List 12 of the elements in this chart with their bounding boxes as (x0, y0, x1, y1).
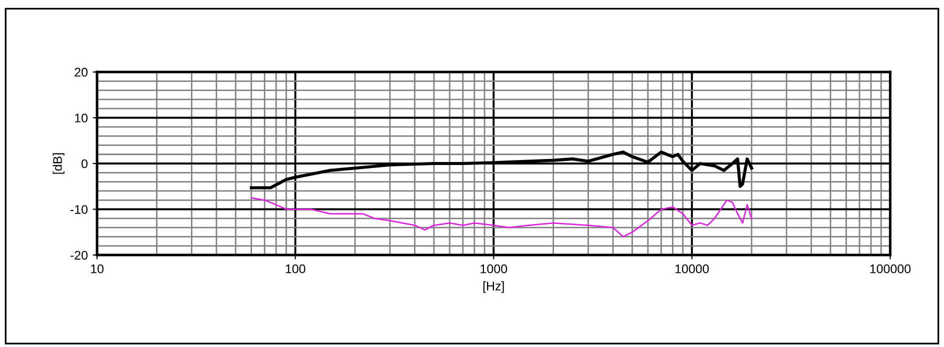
x-tick-label: 100000 (870, 264, 911, 274)
y-tick-label: -20 (70, 250, 88, 260)
x-tick-label: 10000 (675, 264, 709, 274)
x-tick-label: 10 (91, 264, 104, 274)
x-tick-label: 100 (286, 264, 306, 274)
y-axis-title: [dB] (52, 153, 64, 174)
y-tick-label: -10 (70, 205, 88, 214)
x-axis-title: [Hz] (483, 281, 504, 293)
y-tick-label: 20 (74, 68, 88, 77)
x-tick-label: 1000 (480, 264, 508, 274)
y-tick-label: 0 (82, 159, 88, 168)
y-tick-label: 10 (75, 114, 88, 122)
